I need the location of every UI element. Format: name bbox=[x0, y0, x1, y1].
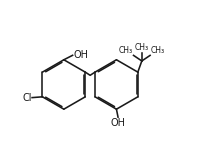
Text: CH₃: CH₃ bbox=[150, 46, 164, 55]
Text: CH₃: CH₃ bbox=[118, 46, 132, 55]
Text: CH₃: CH₃ bbox=[134, 43, 148, 52]
Text: OH: OH bbox=[110, 118, 125, 128]
Text: OH: OH bbox=[73, 50, 88, 60]
Text: Cl: Cl bbox=[22, 93, 31, 103]
